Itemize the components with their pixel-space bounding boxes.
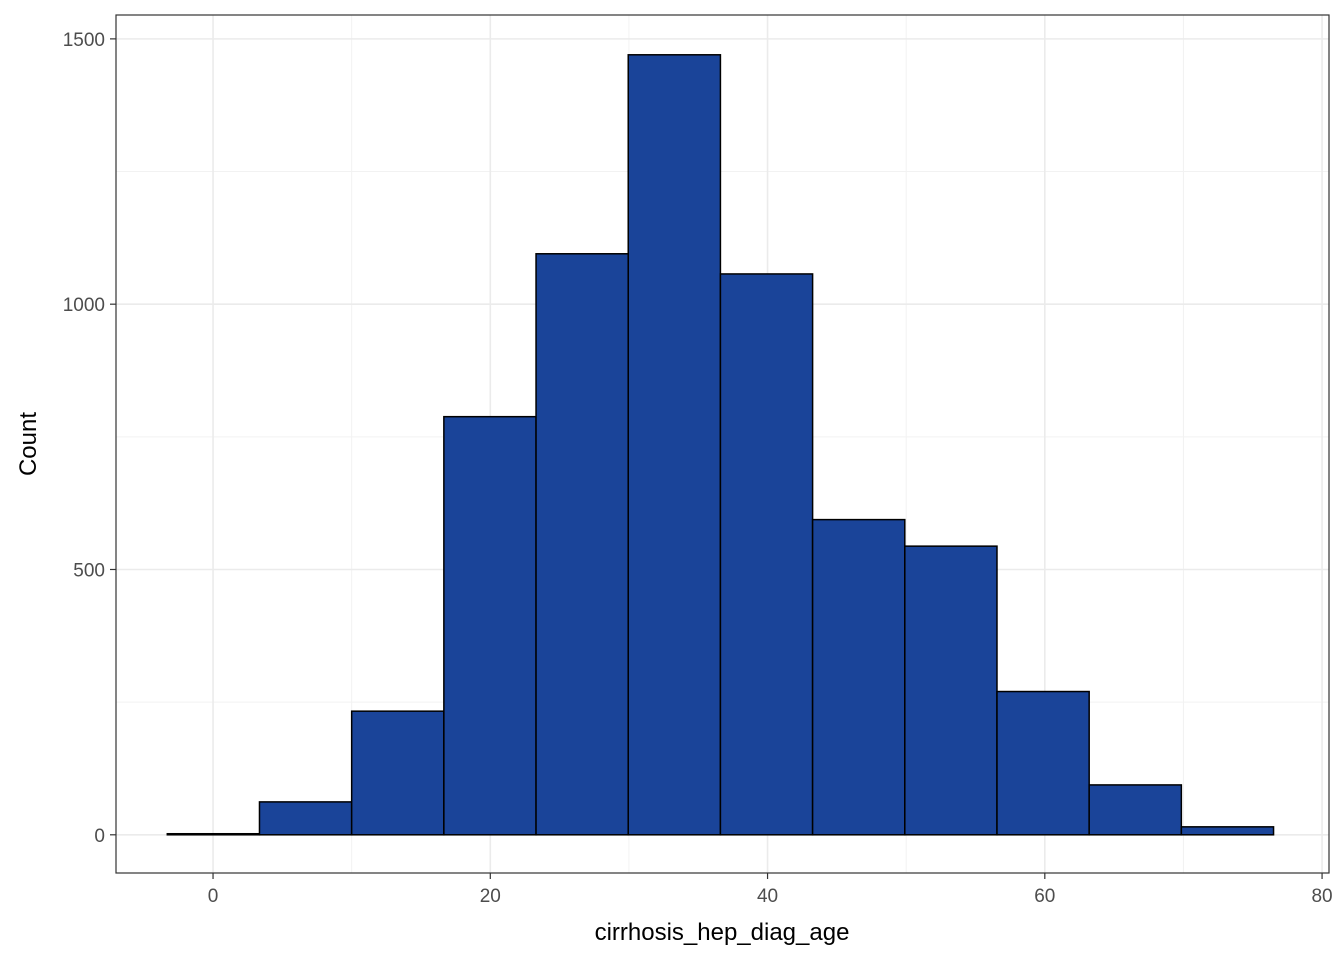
x-tick-label: 20 (480, 886, 501, 907)
plot-border (115, 14, 1330, 874)
y-axis: 0 500 1000 1500 (63, 30, 116, 847)
x-axis: 0 20 40 60 80 (208, 873, 1333, 907)
histogram-bar (811, 518, 906, 836)
y-tick-label: 0 (94, 826, 105, 847)
histogram-bar (1180, 826, 1275, 836)
x-tick-label: 60 (1034, 886, 1055, 907)
x-axis-title: cirrhosis_hep_diag_age (595, 919, 850, 946)
histogram-bar (258, 801, 353, 836)
histogram-bar (350, 710, 445, 836)
histogram-bar (627, 54, 722, 836)
histogram-bar (166, 832, 261, 836)
y-tick-label: 500 (73, 560, 105, 581)
y-axis-title: Count (15, 412, 42, 476)
histogram-bar (1088, 784, 1183, 836)
x-tick-label: 0 (208, 886, 219, 907)
histogram-bars (166, 54, 1275, 836)
x-tick-label: 80 (1311, 886, 1332, 907)
y-tick-label: 1500 (63, 30, 105, 51)
x-tick-label: 40 (757, 886, 778, 907)
histogram-bar (443, 415, 537, 836)
y-tick-label: 1000 (63, 295, 105, 316)
histogram-bar (719, 273, 814, 836)
histogram-bar (904, 545, 998, 836)
histogram-bar (535, 253, 629, 836)
histogram-bar (996, 690, 1090, 836)
